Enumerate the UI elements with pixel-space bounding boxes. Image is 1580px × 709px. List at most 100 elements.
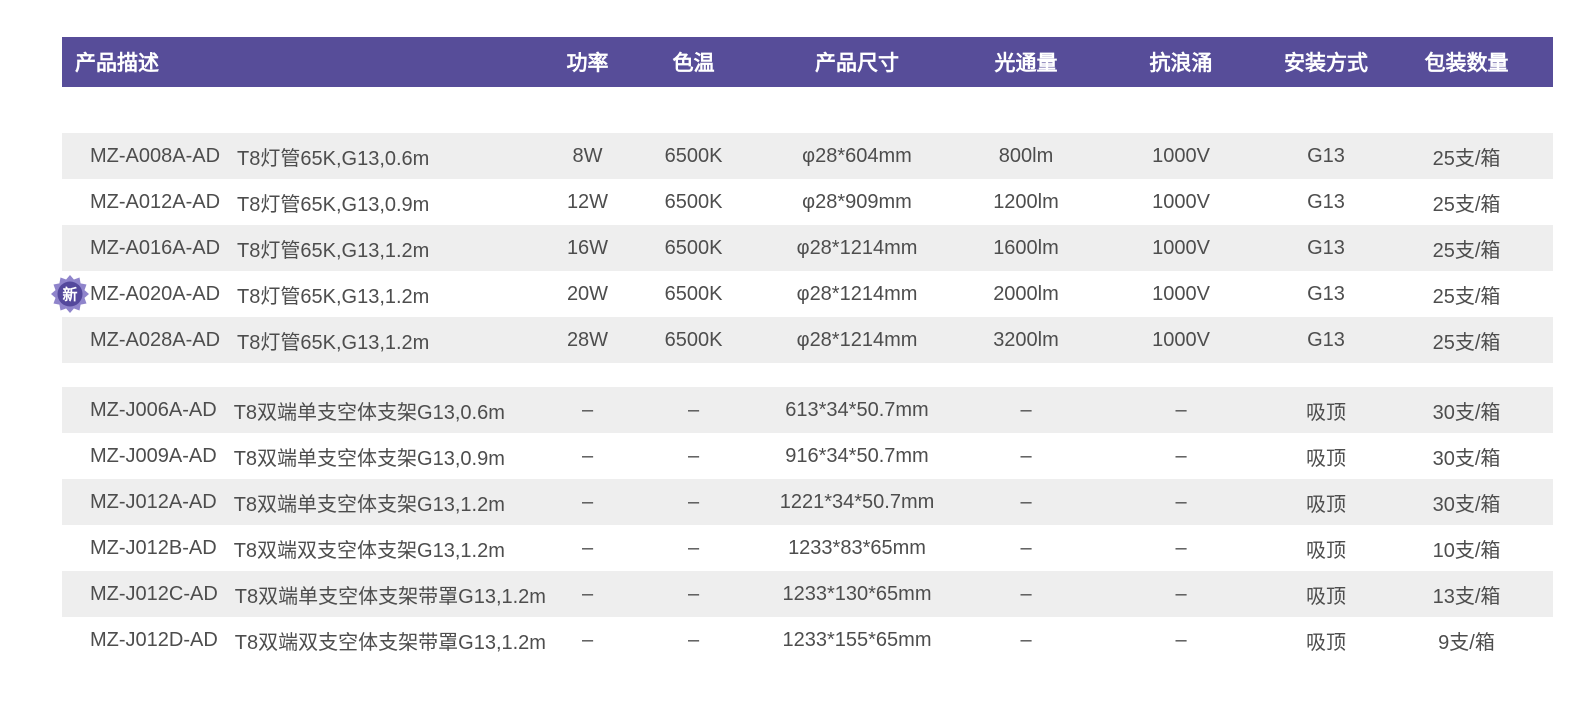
flux-cell: 3200lm [993, 328, 1059, 351]
pack-cell: 25支/箱 [1432, 147, 1501, 170]
size-cell: φ28*1214mm [796, 282, 918, 305]
table-row: MZ-A008A-AD T8灯管65K,G13,0.6m 8W 6500K φ2… [62, 133, 1553, 179]
flux-cell: – [1020, 582, 1032, 605]
pack-cell: 30支/箱 [1432, 447, 1501, 470]
flux-cell: – [1020, 628, 1032, 651]
product-description-cell: MZ-J009A-AD T8双端单支空体支架G13,0.9m [62, 442, 540, 471]
surge-cell: – [1175, 628, 1187, 651]
flux-cell: 800lm [998, 144, 1054, 167]
cct-cell: – [687, 490, 700, 513]
flux-cell: – [1020, 536, 1032, 559]
cct-cell: 6500K [664, 144, 723, 167]
cct-cell: – [687, 582, 700, 605]
mount-cell: 吸顶 [1306, 401, 1346, 424]
mount-cell: G13 [1307, 190, 1345, 213]
table-row: MZ-A012A-AD T8灯管65K,G13,0.9m 12W 6500K φ… [62, 179, 1553, 225]
product-model: MZ-J012A-AD [90, 490, 217, 513]
column-header-power: 功率 [566, 52, 609, 75]
product-model: MZ-A028A-AD [90, 328, 221, 351]
cct-cell: – [687, 444, 700, 467]
power-cell: – [581, 536, 594, 559]
table-row-new-product: 新 MZ-A020A-AD T8灯管65K,G13,1.2m 20W 6500K… [51, 271, 1553, 317]
pack-cell: 30支/箱 [1432, 493, 1501, 516]
power-cell: 16W [566, 236, 609, 259]
product-spec: T8双端单支空体支架G13,0.9m [233, 447, 505, 470]
product-spec: T8双端双支空体支架G13,1.2m [233, 539, 505, 562]
product-spec: T8灯管65K,G13,0.9m [237, 193, 430, 216]
column-header-description: 产品描述 [75, 52, 159, 75]
product-spec: T8双端单支空体支架带罩G13,1.2m [234, 585, 546, 608]
product-model: MZ-A012A-AD [90, 190, 221, 213]
mount-cell: G13 [1307, 328, 1345, 351]
product-description-cell: MZ-A016A-AD T8灯管65K,G13,1.2m [62, 234, 540, 263]
product-description-cell: MZ-A020A-AD T8灯管65K,G13,1.2m [62, 280, 540, 309]
product-spec: T8灯管65K,G13,0.6m [237, 147, 430, 170]
pack-cell: 25支/箱 [1432, 285, 1501, 308]
pack-cell: 13支/箱 [1432, 585, 1501, 608]
mount-cell: 吸顶 [1306, 447, 1346, 470]
pack-cell: 25支/箱 [1432, 239, 1501, 262]
cct-cell: – [687, 398, 700, 421]
power-cell: 8W [572, 144, 603, 167]
power-cell: 28W [566, 328, 609, 351]
product-description-cell: MZ-J012C-AD T8双端单支空体支架带罩G13,1.2m [62, 580, 546, 609]
size-cell: 613*34*50.7mm [785, 398, 929, 421]
product-spec: T8双端单支空体支架G13,0.6m [233, 401, 505, 424]
product-spec: T8灯管65K,G13,1.2m [237, 331, 430, 354]
power-cell: – [581, 582, 594, 605]
mount-cell: 吸顶 [1306, 631, 1346, 654]
product-spec-table: 产品描述 功率 色温 产品尺寸 光通量 抗浪涌 安装方式 包装数量 MZ-A00… [51, 37, 1553, 663]
table-row: MZ-J012B-AD T8双端双支空体支架G13,1.2m – – 1233*… [62, 525, 1553, 571]
surge-cell: – [1175, 398, 1187, 421]
column-header-cct: 色温 [672, 52, 715, 75]
surge-cell: – [1175, 582, 1187, 605]
bracket-products-group: MZ-J006A-AD T8双端单支空体支架G13,0.6m – – 613*3… [62, 387, 1553, 663]
tube-products-group: MZ-A008A-AD T8灯管65K,G13,0.6m 8W 6500K φ2… [51, 133, 1553, 363]
table-row: MZ-A016A-AD T8灯管65K,G13,1.2m 16W 6500K φ… [62, 225, 1553, 271]
pack-cell: 25支/箱 [1432, 331, 1501, 354]
mount-cell: 吸顶 [1306, 585, 1346, 608]
surge-cell: – [1175, 536, 1187, 559]
power-cell: 12W [566, 190, 609, 213]
product-description-cell: MZ-J012B-AD T8双端双支空体支架G13,1.2m [62, 534, 540, 563]
product-model: MZ-A008A-AD [90, 144, 221, 167]
table-row: MZ-J009A-AD T8双端单支空体支架G13,0.9m – – 916*3… [62, 433, 1553, 479]
column-header-size: 产品尺寸 [815, 52, 899, 75]
flux-cell: 2000lm [993, 282, 1059, 305]
product-spec: T8双端单支空体支架G13,1.2m [233, 493, 505, 516]
table-header-row: 产品描述 功率 色温 产品尺寸 光通量 抗浪涌 安装方式 包装数量 [62, 37, 1553, 87]
product-model: MZ-J009A-AD [90, 444, 217, 467]
cct-cell: – [687, 536, 700, 559]
size-cell: 1221*34*50.7mm [779, 490, 935, 513]
table-row: MZ-A028A-AD T8灯管65K,G13,1.2m 28W 6500K φ… [62, 317, 1553, 363]
cct-cell: 6500K [664, 190, 723, 213]
product-spec: T8双端双支空体支架带罩G13,1.2m [234, 631, 546, 654]
product-model: MZ-A020A-AD [90, 282, 221, 305]
new-badge: 新 [50, 274, 90, 314]
power-cell: – [581, 628, 594, 651]
column-header-pack: 包装数量 [1424, 52, 1509, 75]
product-description-cell: MZ-J012D-AD T8双端双支空体支架带罩G13,1.2m [62, 626, 546, 655]
column-header-surge: 抗浪涌 [1149, 52, 1213, 75]
flux-cell: – [1020, 490, 1032, 513]
surge-cell: 1000V [1152, 190, 1210, 213]
product-description-cell: MZ-J012A-AD T8双端单支空体支架G13,1.2m [62, 488, 540, 517]
product-description-cell: MZ-A028A-AD T8灯管65K,G13,1.2m [62, 326, 540, 355]
product-model: MZ-J006A-AD [90, 398, 217, 421]
flux-cell: 1600lm [993, 236, 1059, 259]
mount-cell: 吸顶 [1306, 493, 1346, 516]
product-spec: T8灯管65K,G13,1.2m [237, 239, 430, 262]
table-row: MZ-J012C-AD T8双端单支空体支架带罩G13,1.2m – – 123… [62, 571, 1553, 617]
mount-cell: G13 [1307, 282, 1345, 305]
size-cell: 1233*83*65mm [788, 536, 926, 559]
column-header-mount: 安装方式 [1284, 52, 1368, 75]
pack-cell: 30支/箱 [1432, 401, 1501, 424]
size-cell: φ28*1214mm [796, 328, 918, 351]
surge-cell: 1000V [1152, 282, 1210, 305]
new-badge-label: 新 [62, 286, 77, 304]
table-row: MZ-J012D-AD T8双端双支空体支架带罩G13,1.2m – – 123… [62, 617, 1553, 663]
product-description-cell: MZ-A008A-AD T8灯管65K,G13,0.6m [62, 142, 540, 171]
power-cell: – [581, 444, 594, 467]
size-cell: 1233*130*65mm [782, 582, 932, 605]
